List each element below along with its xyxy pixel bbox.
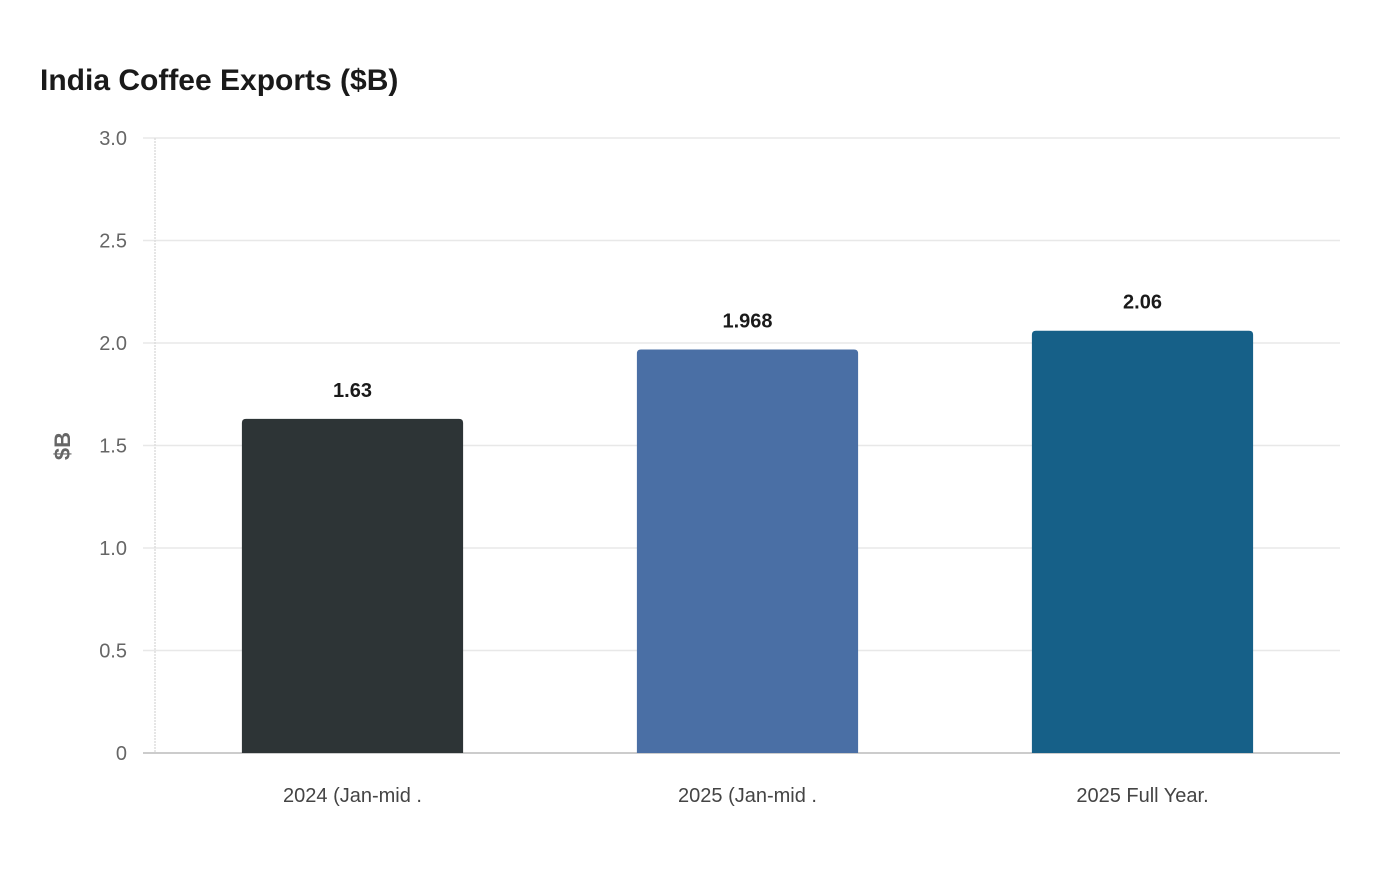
bar	[636, 349, 859, 753]
data-label: 1.63	[333, 380, 372, 402]
y-tick-label: 0.5	[99, 641, 127, 663]
chart-title: India Coffee Exports ($B)	[40, 64, 398, 97]
x-tick-label: 2025 (Jan-mid .	[678, 785, 817, 807]
data-label: 1.968	[722, 311, 772, 333]
x-tick-label: 2025 Full Year.	[1076, 785, 1208, 807]
y-tick-label: 1.5	[99, 436, 127, 458]
bar	[241, 418, 464, 753]
y-tick-label: 2.5	[99, 231, 127, 253]
x-tick-label: 2024 (Jan-mid .	[283, 785, 422, 807]
bar	[1031, 330, 1254, 753]
y-tick-label: 1.0	[99, 538, 127, 560]
y-axis-label: $B	[50, 432, 75, 460]
y-tick-label: 0	[116, 743, 127, 765]
data-label: 2.06	[1123, 292, 1162, 314]
y-tick-label: 3.0	[99, 128, 127, 150]
y-tick-label: 2.0	[99, 333, 127, 355]
